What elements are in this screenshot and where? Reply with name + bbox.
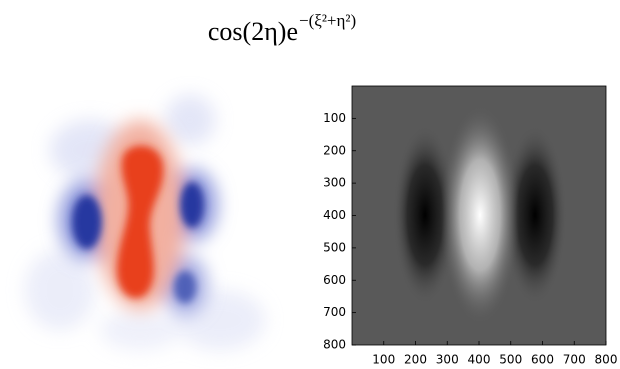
y-tick-label: 200 xyxy=(323,143,346,157)
right-panel xyxy=(352,86,606,345)
x-tick-label: 500 xyxy=(499,353,522,367)
figure: cos(2η)e −(ξ²+η²) xyxy=(0,0,620,369)
y-tick-label: 700 xyxy=(323,305,346,319)
formula-exponent: −(ξ²+η²) xyxy=(299,11,356,30)
x-tick-label: 300 xyxy=(436,353,459,367)
x-tick-label: 600 xyxy=(531,353,554,367)
y-tick-label: 300 xyxy=(323,176,346,190)
y-tick-label: 600 xyxy=(323,273,346,287)
measured-image xyxy=(10,90,275,355)
x-tick-label: 800 xyxy=(595,353,618,367)
y-tick-label: 500 xyxy=(323,240,346,254)
y-tick-label: 800 xyxy=(323,338,346,352)
y-tick-label: 100 xyxy=(323,111,346,125)
y-tick-label: 400 xyxy=(323,208,346,222)
x-tick-label: 700 xyxy=(563,353,586,367)
gabor-image xyxy=(393,105,567,325)
x-tick-label: 200 xyxy=(404,353,427,367)
x-tick-label: 400 xyxy=(468,353,491,367)
formula-base: cos(2η)e xyxy=(208,17,298,46)
x-tick-label: 100 xyxy=(372,353,395,367)
